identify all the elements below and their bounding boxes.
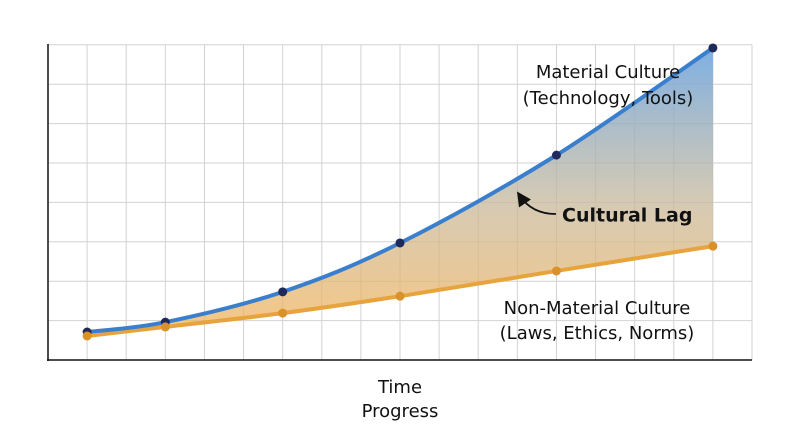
x-axis-label: Time — [377, 377, 422, 398]
point — [278, 287, 288, 297]
line-layer — [82, 43, 718, 341]
series-label: Non-Material Culture — [504, 298, 691, 319]
point — [708, 43, 718, 53]
point — [160, 322, 170, 332]
point — [551, 266, 561, 276]
lag-area — [87, 47, 713, 336]
point — [708, 241, 718, 251]
area-layer — [87, 47, 713, 336]
point — [82, 331, 92, 341]
point — [551, 150, 561, 160]
annotation: Cultural Lag — [562, 205, 692, 227]
lag-arrow — [517, 191, 557, 215]
series-label: (Laws, Ethics, Norms) — [500, 323, 695, 344]
point — [278, 308, 288, 318]
series-label: (Technology, Tools) — [523, 88, 694, 109]
point — [395, 291, 405, 301]
series-label: Material Culture — [536, 62, 680, 83]
x-axis-label: Progress — [362, 401, 439, 422]
point — [395, 238, 405, 248]
